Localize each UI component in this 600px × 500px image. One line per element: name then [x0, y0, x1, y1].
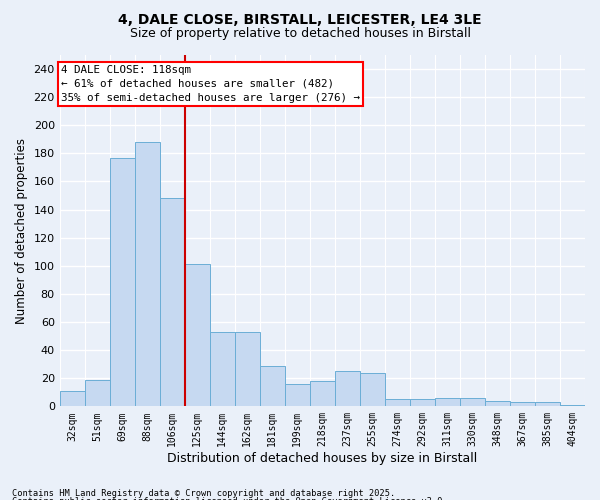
Bar	[535, 402, 560, 406]
Text: Contains HM Land Registry data © Crown copyright and database right 2025.: Contains HM Land Registry data © Crown c…	[12, 488, 395, 498]
Bar	[285, 384, 310, 406]
Text: 4 DALE CLOSE: 118sqm
← 61% of detached houses are smaller (482)
35% of semi-deta: 4 DALE CLOSE: 118sqm ← 61% of detached h…	[61, 65, 360, 103]
Text: Size of property relative to detached houses in Birstall: Size of property relative to detached ho…	[130, 28, 470, 40]
Bar	[135, 142, 160, 406]
Bar	[410, 400, 435, 406]
Bar	[235, 332, 260, 406]
Bar	[260, 366, 285, 406]
Bar	[360, 372, 385, 406]
Bar	[510, 402, 535, 406]
Bar	[560, 405, 585, 406]
Bar	[160, 198, 185, 406]
Bar	[85, 380, 110, 406]
Bar	[485, 400, 510, 406]
Y-axis label: Number of detached properties: Number of detached properties	[15, 138, 28, 324]
Bar	[335, 371, 360, 406]
Bar	[385, 400, 410, 406]
Text: Contains public sector information licensed under the Open Government Licence v3: Contains public sector information licen…	[12, 498, 448, 500]
Bar	[185, 264, 210, 406]
Bar	[110, 158, 135, 406]
Bar	[210, 332, 235, 406]
Text: 4, DALE CLOSE, BIRSTALL, LEICESTER, LE4 3LE: 4, DALE CLOSE, BIRSTALL, LEICESTER, LE4 …	[118, 12, 482, 26]
X-axis label: Distribution of detached houses by size in Birstall: Distribution of detached houses by size …	[167, 452, 478, 465]
Bar	[435, 398, 460, 406]
Bar	[59, 391, 85, 406]
Bar	[460, 398, 485, 406]
Bar	[310, 381, 335, 406]
